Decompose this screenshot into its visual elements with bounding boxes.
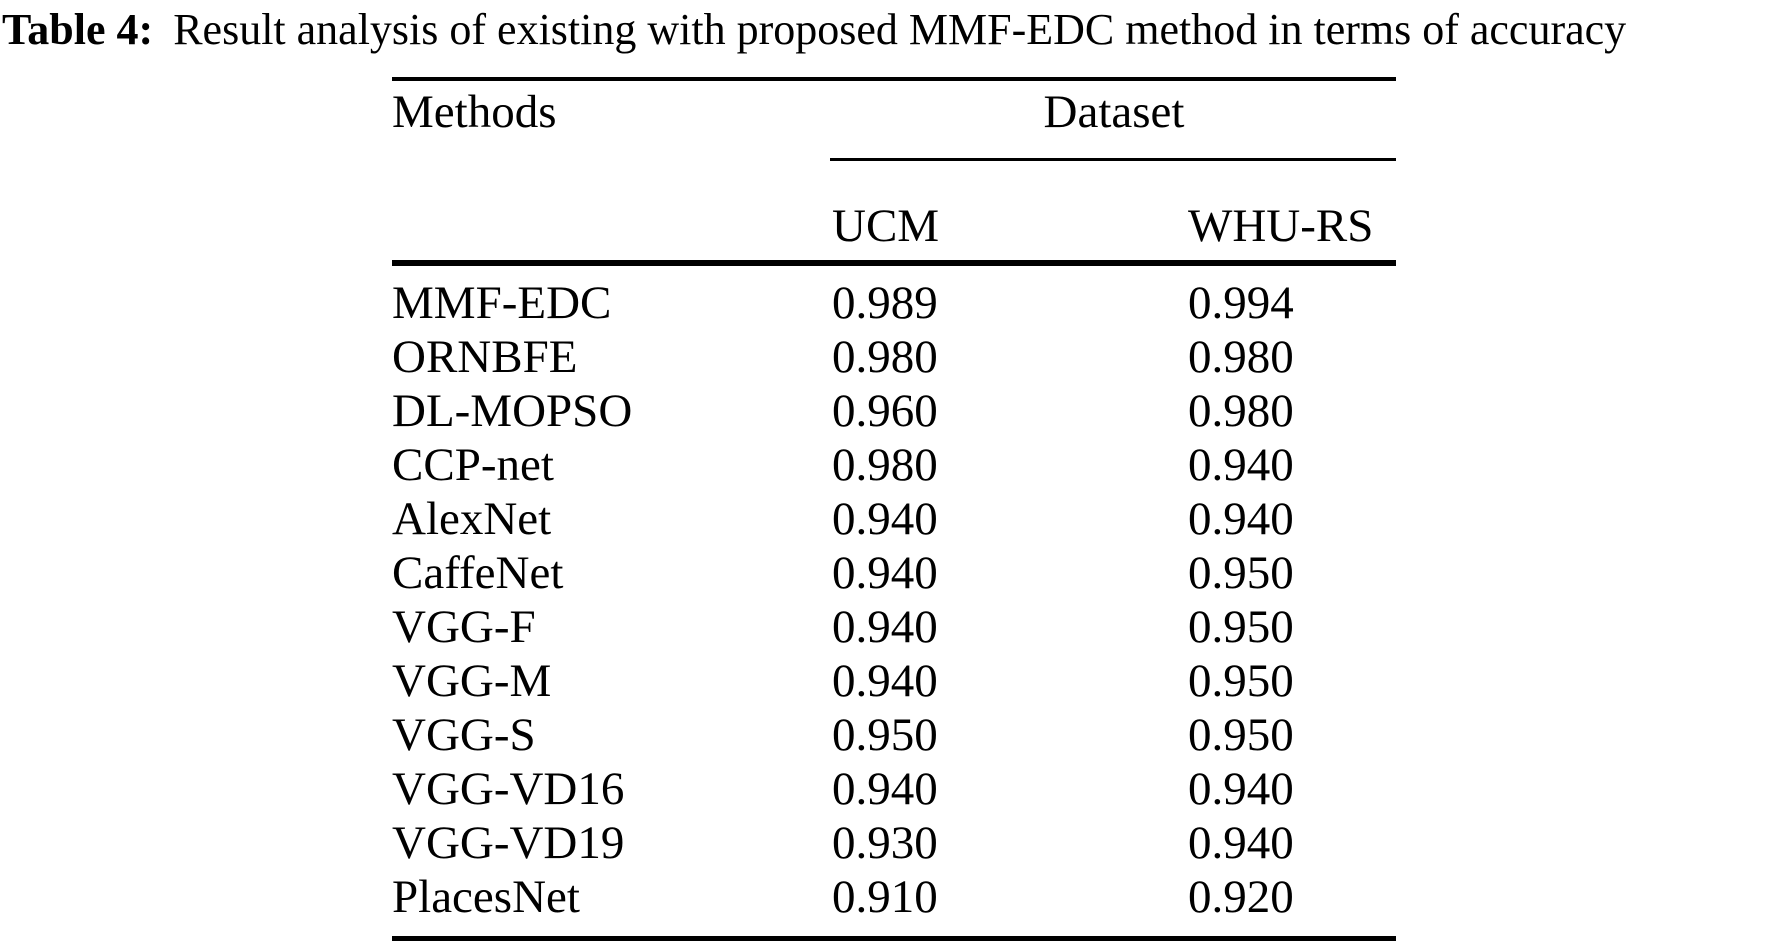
table-caption: Table 4: Result analysis of existing with… [2, 2, 1787, 58]
ucm-value: 0.940 [832, 601, 938, 653]
table-row: ORNBFE 0.980 0.980 [392, 330, 1396, 384]
column-header-ucm: UCM [832, 200, 940, 252]
ucm-value: 0.980 [832, 439, 938, 491]
ucm-value: 0.940 [832, 655, 938, 707]
table-row: CaffeNet 0.940 0.950 [392, 546, 1396, 600]
table-row: VGG-VD16 0.940 0.940 [392, 762, 1396, 816]
whu-rs-value: 0.980 [1188, 331, 1294, 383]
table-body: MMF-EDC 0.989 0.994 ORNBFE 0.980 0.980 D… [392, 266, 1396, 936]
ucm-value: 0.989 [832, 277, 938, 329]
table-row: AlexNet 0.940 0.940 [392, 492, 1396, 546]
ucm-value: 0.930 [832, 817, 938, 869]
method-name: VGG-M [392, 655, 552, 707]
column-header-whu-rs: WHU-RS [1188, 200, 1374, 252]
ucm-value: 0.950 [832, 709, 938, 761]
table-row: MMF-EDC 0.989 0.994 [392, 276, 1396, 330]
column-header-methods: Methods [392, 86, 557, 138]
table-row: VGG-S 0.950 0.950 [392, 708, 1396, 762]
whu-rs-value: 0.940 [1188, 493, 1294, 545]
table-top-rule [392, 77, 1396, 81]
method-name: VGG-F [392, 601, 536, 653]
table-row: DL-MOPSO 0.960 0.980 [392, 384, 1396, 438]
method-name: CaffeNet [392, 547, 564, 599]
method-name: AlexNet [392, 493, 552, 545]
whu-rs-value: 0.994 [1188, 277, 1294, 329]
ucm-value: 0.940 [832, 493, 938, 545]
header-bottom-rule [392, 260, 1396, 266]
table-row: CCP-net 0.980 0.940 [392, 438, 1396, 492]
method-name: VGG-S [392, 709, 536, 761]
method-name: VGG-VD16 [392, 763, 625, 815]
whu-rs-value: 0.950 [1188, 601, 1294, 653]
table-row: VGG-F 0.940 0.950 [392, 600, 1396, 654]
ucm-value: 0.940 [832, 763, 938, 815]
whu-rs-value: 0.920 [1188, 871, 1294, 923]
ucm-value: 0.910 [832, 871, 938, 923]
table-caption-text: Result analysis of existing with propose… [173, 5, 1627, 54]
whu-rs-value: 0.950 [1188, 547, 1294, 599]
method-name: MMF-EDC [392, 277, 612, 329]
method-name: PlacesNet [392, 871, 580, 923]
method-name: CCP-net [392, 439, 554, 491]
table-bottom-rule [392, 936, 1396, 941]
table-header-row-1: Methods Dataset [392, 81, 1396, 158]
ucm-value: 0.940 [832, 547, 938, 599]
whu-rs-value: 0.940 [1188, 763, 1294, 815]
table-row: VGG-VD19 0.930 0.940 [392, 816, 1396, 870]
whu-rs-value: 0.950 [1188, 709, 1294, 761]
whu-rs-value: 0.950 [1188, 655, 1294, 707]
table-row: VGG-M 0.940 0.950 [392, 654, 1396, 708]
ucm-value: 0.960 [832, 385, 938, 437]
table-row: PlacesNet 0.910 0.920 [392, 870, 1396, 924]
whu-rs-value: 0.940 [1188, 439, 1294, 491]
table-header-row-2: UCM WHU-RS [392, 161, 1396, 260]
whu-rs-value: 0.940 [1188, 817, 1294, 869]
dataset-group-rule [830, 158, 1396, 161]
method-name: DL-MOPSO [392, 385, 633, 437]
method-name: ORNBFE [392, 331, 578, 383]
table-caption-label: Table 4: [2, 5, 154, 54]
ucm-value: 0.980 [832, 331, 938, 383]
method-name: VGG-VD19 [392, 817, 625, 869]
column-group-header-dataset: Dataset [1043, 86, 1185, 138]
whu-rs-value: 0.980 [1188, 385, 1294, 437]
results-table: Methods Dataset UCM WHU-RS MMF-EDC 0.989… [392, 77, 1396, 941]
